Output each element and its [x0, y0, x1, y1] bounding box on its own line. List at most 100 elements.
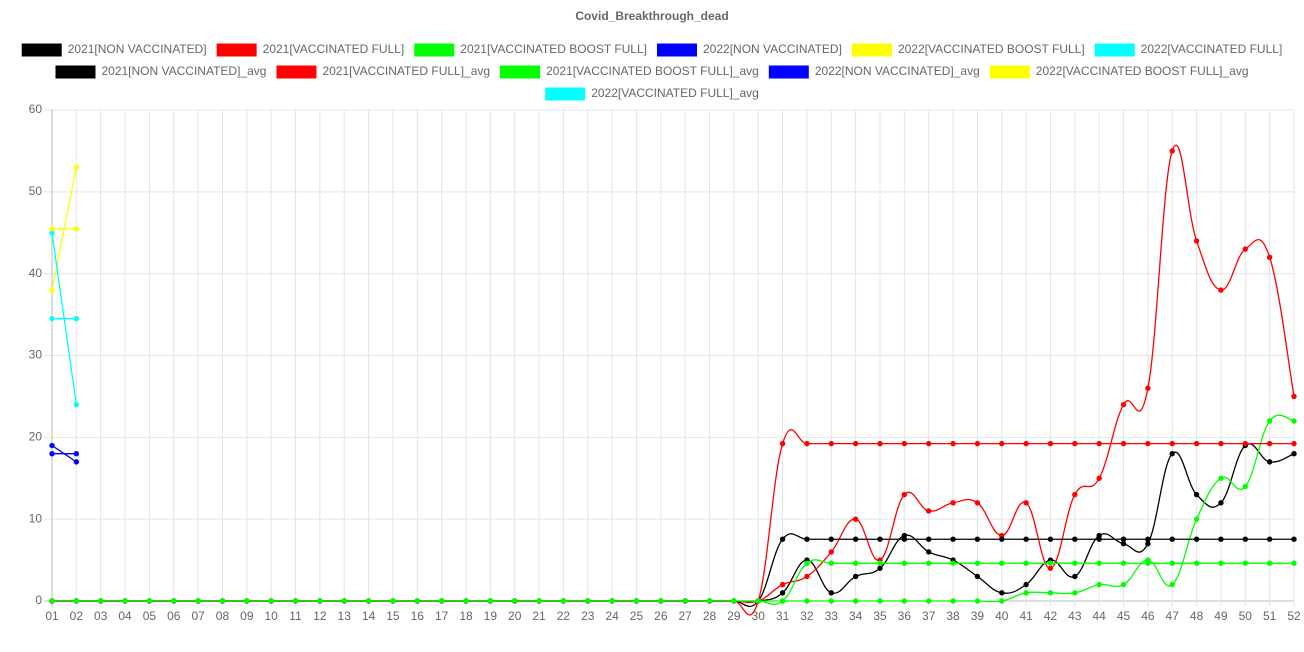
data-point — [828, 440, 834, 447]
data-point — [1218, 475, 1224, 481]
data-point — [512, 598, 518, 604]
x-tick-label: 32 — [800, 609, 814, 623]
data-point — [1047, 590, 1054, 596]
data-point — [195, 598, 201, 604]
data-point — [146, 598, 153, 604]
x-tick-label: 51 — [1263, 609, 1277, 623]
series-line — [52, 559, 1294, 605]
data-point — [1047, 560, 1054, 566]
data-point — [779, 598, 786, 604]
data-point — [73, 598, 80, 604]
data-point — [926, 549, 932, 555]
data-point — [926, 508, 932, 514]
data-point — [73, 451, 80, 457]
x-tick-label: 13 — [338, 609, 352, 623]
x-tick-label: 03 — [94, 609, 108, 623]
data-point — [852, 573, 859, 580]
x-tick-label: 47 — [1166, 609, 1180, 623]
data-point — [487, 598, 494, 604]
data-point — [828, 590, 834, 596]
data-point — [463, 598, 469, 604]
legend-item: 2021[VACCINATED BOOST FULL] — [414, 42, 647, 57]
data-point — [1242, 440, 1248, 447]
legend-swatch — [414, 43, 455, 57]
legend-swatch — [216, 43, 257, 57]
data-point — [852, 560, 859, 566]
data-point — [1266, 536, 1273, 542]
data-point — [1145, 541, 1151, 547]
data-point — [1072, 440, 1078, 447]
data-point — [852, 598, 859, 604]
x-tick-label: 04 — [118, 609, 132, 623]
data-point — [73, 459, 80, 465]
data-point — [585, 598, 591, 604]
legend-item: 2022[VACCINATED BOOST FULL] — [851, 42, 1085, 57]
data-point — [779, 440, 786, 447]
data-point — [731, 598, 737, 604]
data-point — [1193, 238, 1200, 244]
data-point — [658, 598, 664, 604]
data-point — [49, 287, 55, 293]
data-point — [98, 598, 104, 604]
data-point — [828, 598, 834, 604]
data-point — [950, 536, 956, 542]
data-point — [1193, 491, 1200, 498]
data-point — [974, 598, 981, 604]
legend-item: 2021[NON VACCINATED] — [21, 42, 207, 57]
chart-title: Covid_Breakthrough_dead — [575, 9, 728, 23]
data-point — [292, 598, 299, 604]
y-tick-label: 40 — [29, 266, 43, 280]
x-tick-label: 22 — [557, 609, 571, 623]
data-point — [1023, 500, 1029, 506]
x-tick-label: 06 — [167, 609, 181, 623]
legend-label: 2021[VACCINATED FULL]_avg — [322, 64, 490, 78]
x-tick-label: 14 — [362, 609, 376, 623]
x-tick-label: 09 — [240, 609, 254, 623]
x-tick-label: 20 — [508, 609, 522, 623]
legend-swatch — [545, 87, 586, 101]
data-point — [1096, 440, 1102, 447]
data-point — [1096, 560, 1102, 566]
legend-label: 2022[VACCINATED FULL]_avg — [591, 86, 759, 100]
x-tick-label: 40 — [995, 609, 1009, 623]
legend-swatch — [55, 65, 96, 79]
data-point — [1169, 148, 1175, 154]
legend-swatch — [768, 65, 809, 79]
data-point — [1072, 590, 1078, 596]
legend-label: 2021[VACCINATED BOOST FULL] — [460, 42, 647, 56]
data-point — [1266, 560, 1273, 566]
x-tick-label: 21 — [532, 609, 546, 623]
x-tick-label: 01 — [45, 609, 59, 623]
legend-item: 2022[VACCINATED FULL] — [1094, 42, 1283, 57]
data-point — [901, 598, 908, 604]
data-point — [828, 560, 834, 566]
data-point — [926, 440, 932, 447]
data-point — [779, 590, 786, 596]
data-point — [49, 451, 55, 457]
x-tick-label: 28 — [703, 609, 717, 623]
legend-label: 2022[NON VACCINATED] — [703, 42, 842, 56]
x-tick-label: 48 — [1190, 609, 1204, 623]
legend-item: 2021[VACCINATED BOOST FULL]_avg — [500, 64, 759, 79]
data-point — [1023, 560, 1029, 566]
legend-label: 2022[VACCINATED FULL] — [1141, 42, 1283, 56]
data-point — [1120, 560, 1127, 566]
data-point — [828, 549, 834, 555]
x-tick-label: 15 — [386, 609, 400, 623]
data-point — [1023, 536, 1029, 542]
data-point — [1145, 385, 1151, 391]
data-point — [1218, 287, 1224, 293]
data-point — [877, 536, 883, 542]
data-point — [877, 440, 883, 447]
data-point — [1120, 401, 1127, 408]
series-line — [52, 443, 1295, 603]
x-tick-label: 17 — [435, 609, 449, 623]
legend-label: 2022[VACCINATED BOOST FULL]_avg — [1036, 64, 1249, 78]
data-point — [877, 565, 883, 571]
data-point — [1193, 536, 1200, 542]
data-point — [49, 225, 55, 232]
data-point — [1096, 475, 1102, 481]
x-tick-label: 46 — [1141, 609, 1155, 623]
data-point — [950, 598, 956, 604]
